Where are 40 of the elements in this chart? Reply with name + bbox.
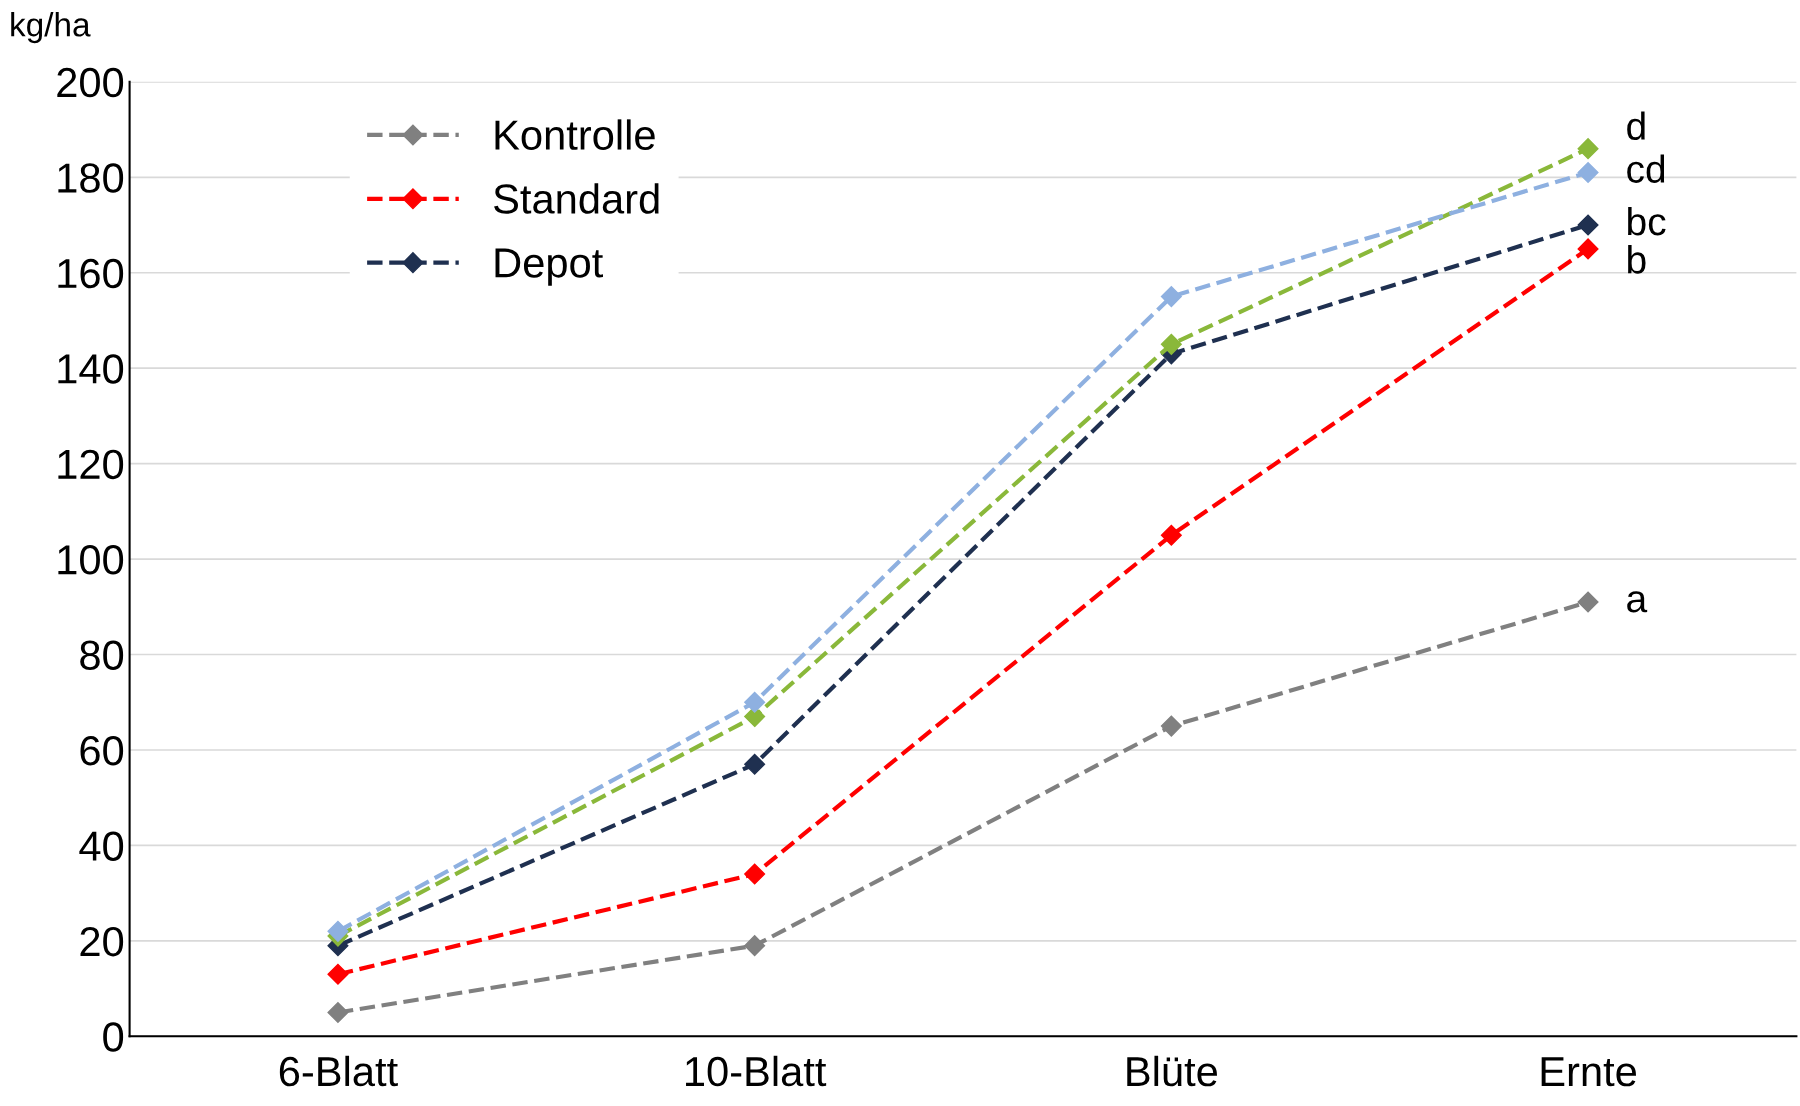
y-tick-label: 140 — [58, 354, 124, 384]
point — [327, 963, 349, 985]
point — [1577, 214, 1599, 236]
y-tick-label: 160 — [58, 258, 124, 289]
point — [1577, 238, 1599, 260]
legend-label: Standard — [494, 183, 659, 214]
x-tick-label: Ernte — [1541, 1057, 1636, 1087]
point — [1160, 524, 1182, 546]
point — [1577, 591, 1599, 613]
y-tick-label: 60 — [80, 735, 124, 766]
y-tick-label: 100 — [58, 545, 124, 575]
point — [1160, 715, 1182, 737]
point — [1577, 138, 1599, 160]
y-axis-title: kg/ha — [11, 12, 91, 44]
y-tick-label: 0 — [103, 1022, 124, 1052]
point — [744, 935, 766, 957]
point — [744, 863, 766, 885]
point — [1577, 162, 1599, 184]
y-tick-label: 80 — [80, 640, 124, 671]
annotation: bc — [1628, 206, 1666, 236]
legend-label: Depot — [495, 248, 603, 286]
x-tick-label: 6-Blatt — [279, 1055, 398, 1087]
point — [1160, 333, 1182, 355]
annotation: a — [1627, 591, 1648, 613]
legend-label: Kontrolle — [495, 119, 655, 150]
y-tick-label: 120 — [58, 449, 124, 480]
annotation: b — [1628, 245, 1646, 274]
point — [744, 691, 766, 713]
point — [327, 1001, 349, 1023]
y-tick-label: 40 — [79, 831, 124, 861]
x-tick-label: 10-Blatt — [686, 1055, 827, 1087]
annotation: cd — [1627, 154, 1665, 183]
x-tick-label: Blüte — [1127, 1055, 1217, 1087]
point — [1160, 286, 1182, 308]
y-tick-label: 200 — [57, 67, 124, 98]
y-tick-label: 20 — [80, 926, 124, 957]
y-tick-label: 180 — [58, 163, 124, 193]
annotation: d — [1627, 111, 1645, 141]
point — [327, 920, 349, 942]
point — [744, 753, 766, 775]
